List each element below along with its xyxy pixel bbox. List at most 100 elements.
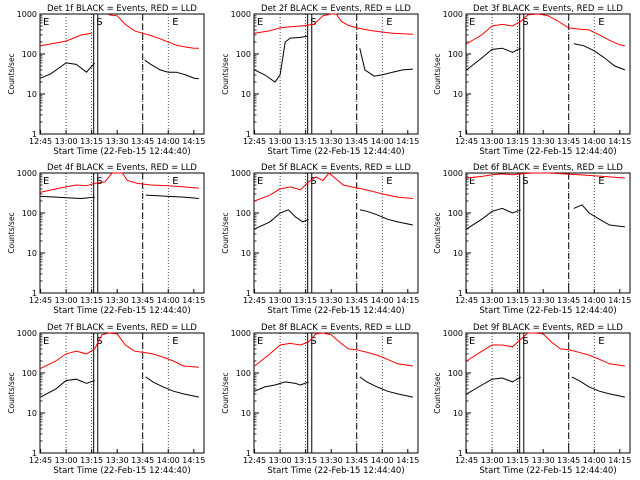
annotation-e: E xyxy=(386,17,392,28)
x-axis-label: Start Time (22-Feb-15 12:44:40) xyxy=(479,147,616,157)
y-tick-label: 100 xyxy=(22,369,37,378)
x-tick-label: 14:15 xyxy=(182,137,205,146)
annotation-e: E xyxy=(598,336,604,347)
y-tick-label: 10 xyxy=(27,90,37,99)
x-tick-label: 14:15 xyxy=(182,296,205,305)
x-tick-label: 13:45 xyxy=(131,137,154,146)
annotation-e: E xyxy=(386,176,392,187)
annotation-e: E xyxy=(43,176,49,187)
x-tick-label: 13:45 xyxy=(131,296,154,305)
panel-title: Det 1f BLACK = Events, RED = LLD xyxy=(47,4,197,14)
x-tick-label: 13:15 xyxy=(80,137,103,146)
x-axis-label: Start Time (22-Feb-15 12:44:40) xyxy=(267,306,404,316)
x-tick-label: 12:45 xyxy=(243,296,266,305)
y-tick-label: 1 xyxy=(246,449,251,458)
y-axis-label: Counts/sec xyxy=(221,53,230,94)
x-tick-label: 13:45 xyxy=(345,137,368,146)
annotation-s: S xyxy=(310,176,316,187)
y-tick-label: 100 xyxy=(236,50,251,59)
x-axis-label: Start Time (22-Feb-15 12:44:40) xyxy=(53,466,190,476)
x-tick-label: 13:30 xyxy=(320,137,343,146)
x-tick-label: 13:30 xyxy=(532,456,555,465)
y-tick-label: 100 xyxy=(448,50,463,59)
y-tick-label: 1000 xyxy=(443,10,463,19)
annotation-e: E xyxy=(469,336,475,347)
annotation-e: E xyxy=(386,336,392,347)
series-black-line xyxy=(254,376,414,398)
x-axis-label: Start Time (22-Feb-15 12:44:40) xyxy=(267,147,404,157)
y-tick-label: 100 xyxy=(236,369,251,378)
x-tick-label: 13:45 xyxy=(345,456,368,465)
panel-title: Det 5f BLACK = Events, RED = LLD xyxy=(261,163,411,173)
panel-title: Det 9f BLACK = Events, RED = LLD xyxy=(473,323,623,333)
x-tick-label: 12:45 xyxy=(455,137,478,146)
annotation-e: E xyxy=(172,176,178,187)
panel-5: Det 5f BLACK = Events, RED = LLD E S E 1 10 10… xyxy=(221,163,419,316)
annotation-e: E xyxy=(257,176,263,187)
panel-7: Det 7f BLACK = Events, RED = LLD E S E 1 10 10… xyxy=(7,323,205,476)
panel-6: Det 6f BLACK = Events, RED = LLD E S E 1 10 10… xyxy=(433,163,631,316)
y-tick-label: 100 xyxy=(448,209,463,218)
y-tick-label: 1000 xyxy=(17,169,37,178)
annotation-s: S xyxy=(522,17,528,28)
x-axis-label: Start Time (22-Feb-15 12:44:40) xyxy=(267,466,404,476)
x-tick-label: 13:00 xyxy=(481,296,504,305)
series-red-line xyxy=(466,172,625,179)
panel-2: Det 2f BLACK = Events, RED = LLD E S E 1 10 10… xyxy=(221,4,419,157)
y-tick-label: 1 xyxy=(458,449,463,458)
y-tick-label: 1 xyxy=(458,289,463,298)
x-axis-label: Start Time (22-Feb-15 12:44:40) xyxy=(479,306,616,316)
annotation-e: E xyxy=(598,17,604,28)
y-axis-label: Counts/sec xyxy=(221,212,230,253)
series-red-line xyxy=(40,14,199,49)
y-tick-label: 10 xyxy=(241,249,251,258)
x-tick-label: 13:45 xyxy=(557,456,580,465)
series-black-line xyxy=(466,376,626,398)
panel-4: Det 4f BLACK = Events, RED = LLD E S E 1 10 10… xyxy=(7,163,205,316)
y-tick-label: 100 xyxy=(448,369,463,378)
x-axis-label: Start Time (22-Feb-15 12:44:40) xyxy=(53,306,190,316)
x-tick-label: 13:00 xyxy=(55,296,78,305)
x-tick-label: 12:45 xyxy=(29,296,52,305)
y-tick-label: 100 xyxy=(22,209,37,218)
y-tick-label: 10 xyxy=(241,409,251,418)
annotation-e: E xyxy=(257,17,263,28)
series-red-line xyxy=(254,332,413,367)
series-black-line xyxy=(40,194,199,200)
series-red-line xyxy=(466,332,625,367)
annotation-e: E xyxy=(257,336,263,347)
x-tick-label: 14:00 xyxy=(371,137,394,146)
y-tick-label: 1 xyxy=(32,289,37,298)
y-tick-label: 100 xyxy=(22,50,37,59)
x-tick-label: 13:15 xyxy=(506,456,529,465)
x-tick-label: 13:15 xyxy=(506,137,529,146)
x-tick-label: 14:00 xyxy=(157,456,180,465)
x-axis-label: Start Time (22-Feb-15 12:44:40) xyxy=(53,147,190,157)
series-red-line xyxy=(40,332,199,369)
x-tick-label: 14:00 xyxy=(583,137,606,146)
annotation-s: S xyxy=(522,336,528,347)
x-tick-label: 13:15 xyxy=(294,456,317,465)
x-tick-label: 13:30 xyxy=(320,296,343,305)
x-tick-label: 14:00 xyxy=(583,296,606,305)
panel-title: Det 6f BLACK = Events, RED = LLD xyxy=(473,163,623,173)
annotation-s: S xyxy=(310,336,316,347)
annotation-e: E xyxy=(598,176,604,187)
y-tick-label: 1 xyxy=(458,130,463,139)
plot-frame xyxy=(465,13,631,135)
annotation-e: E xyxy=(172,17,178,28)
plot-frame xyxy=(39,172,205,294)
y-tick-label: 1000 xyxy=(17,329,37,338)
annotation-e: E xyxy=(469,176,475,187)
plot-frame xyxy=(465,172,631,294)
x-tick-label: 12:45 xyxy=(455,456,478,465)
annotation-e: E xyxy=(43,17,49,28)
y-tick-label: 1 xyxy=(246,289,251,298)
panel-title: Det 2f BLACK = Events, RED = LLD xyxy=(261,4,411,14)
x-tick-label: 13:00 xyxy=(481,137,504,146)
panel-9: Det 9f BLACK = Events, RED = LLD E S E 1 10 10… xyxy=(433,323,631,476)
x-tick-label: 12:45 xyxy=(29,456,52,465)
annotation-s: S xyxy=(310,17,316,28)
panel-title: Det 3f BLACK = Events, RED = LLD xyxy=(473,4,623,14)
x-tick-label: 14:00 xyxy=(583,456,606,465)
